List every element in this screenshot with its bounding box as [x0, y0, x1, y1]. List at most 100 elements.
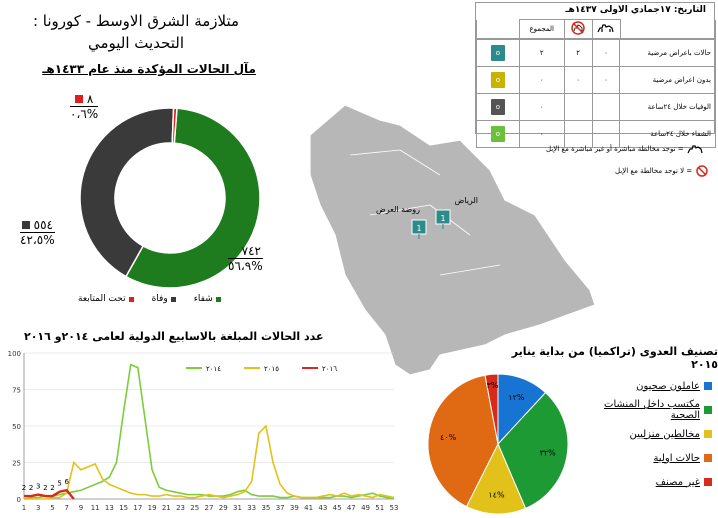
pie-legend-item: غير مصنف [572, 470, 712, 494]
legend-followup-swatch [128, 296, 134, 302]
title-line-2: التحديث اليومي [87, 34, 185, 52]
x-tick-label: 11 [91, 504, 100, 512]
death-swatch [21, 221, 30, 229]
row-total: ٠ [518, 93, 565, 121]
x-tick-label: 47 [347, 504, 356, 512]
followup-count: ٨ [86, 92, 94, 106]
x-tick-label: 27 [205, 504, 214, 512]
row-nocamel [563, 120, 593, 148]
y-tick-label: 25 [12, 460, 21, 468]
row-label: الشفاء خلال ٢٤ساعة [619, 120, 716, 148]
title-line-1: متلازمة الشرق الاوسط - كورونا : [32, 12, 240, 30]
marker-riyadh[interactable]: 1 [435, 209, 451, 229]
x-tick-label: 19 [148, 504, 157, 512]
x-tick-label: 33 [247, 504, 256, 512]
pie-chart: ١٢% ٣٢% ١٤% ٤٠% ٣% [427, 373, 569, 515]
row-label: بدون اعراض مرضية [619, 66, 716, 94]
marker-icon: o [490, 99, 505, 115]
legend-label: ٢٠١٦ [322, 365, 337, 373]
x-tick-label: 23 [176, 504, 185, 512]
legend-death-label: وفاة [151, 294, 168, 304]
pie-slice [497, 391, 569, 510]
x-tick-label: 25 [190, 504, 199, 512]
no-camel-icon [571, 21, 585, 35]
y-tick-label: 50 [12, 423, 21, 431]
death-count: ٥٥٤ [33, 218, 53, 232]
riyadh-count: 1 [440, 214, 445, 223]
x-tick-label: 43 [318, 504, 327, 512]
y-tick-label: 0 [17, 496, 21, 504]
marker-icon: o [490, 72, 505, 88]
legend-followup-label: تحت المتابعة [78, 294, 126, 304]
pie-slice [465, 442, 527, 515]
row-camel: ٠ [591, 66, 621, 94]
pie-slice-label: ١٢% [508, 393, 525, 402]
x-tick-label: 45 [333, 504, 342, 512]
pie-slice [427, 374, 499, 508]
pie-legend-label: مخالطين منزليين [629, 428, 700, 440]
pie-slice-label: ٣% [487, 381, 499, 390]
marker-rawdat[interactable]: 1 [411, 219, 427, 239]
row-nocamel: ٢ [563, 39, 593, 67]
marker-icon: o [490, 45, 505, 61]
table-row: الوفيات خلال ٢٤ساعة ٠ o [476, 93, 716, 121]
pie-legend-label: مكتسب داخل المنشات الصحية [604, 399, 701, 421]
series-line-0 [23, 363, 395, 500]
donut-segment [79, 108, 175, 278]
cases-table: المجموع [476, 19, 717, 39]
legend-followup: تحت المتابعة [78, 294, 134, 304]
pie-legend-swatch [704, 478, 712, 486]
camel-icon [687, 145, 703, 154]
table-row: الشفاء خلال ٢٤ساعة ٠ o [476, 120, 716, 148]
x-tick-label: 21 [162, 504, 171, 512]
header-total: المجموع [518, 19, 565, 39]
summary-table: التاريخ: ١٧جمادي الاولى ١٤٣٧هـ المجموع ح… [475, 2, 717, 148]
legend-nocamel: = لا توجد مخالطة مع الإبل [615, 164, 709, 178]
row-total: ٢ [518, 39, 565, 67]
x-tick-label: 51 [375, 504, 384, 512]
legend-recovery-label: شفاء [193, 294, 213, 304]
recovery-count: ٧٤٢ [241, 244, 261, 258]
x-tick-label: 5 [50, 504, 54, 512]
legend-label: ٢٠١٤ [206, 365, 221, 373]
header-camel [591, 19, 621, 39]
pie-legend-label: غير مصنف [655, 476, 700, 488]
pie-legend: عاملون صحيون مكتسب داخل المنشات الصحية مخا… [572, 374, 712, 494]
saudi-map: 1 الرياض 1 روضة العرض [309, 104, 596, 376]
series-line-2 [24, 488, 75, 500]
pie-legend-item: حالات اولية [572, 446, 712, 470]
riyadh-label: الرياض [455, 196, 478, 205]
table-header-row: المجموع [476, 19, 717, 39]
header-empty [619, 19, 717, 39]
recovery-pct: ٥٦،٩% [228, 258, 263, 273]
data-label-2016: 5 [57, 480, 61, 488]
row-nocamel [563, 93, 593, 121]
rawdat-count: 1 [416, 224, 421, 233]
marker-icon: o [490, 126, 505, 142]
pie-legend-label: حالات اولية [653, 452, 700, 464]
followup-swatch [74, 95, 83, 103]
row-camel: ٠ [591, 39, 621, 67]
rawdat-label: روضة العرض [376, 205, 420, 214]
x-tick-label: 7 [64, 504, 68, 512]
legend-camel: = توجد مخالطة مباشرة أو غير مباشرة مع ال… [546, 144, 703, 154]
row-label: حالات باعراض مرضية [619, 39, 716, 67]
x-tick-label: 13 [105, 504, 114, 512]
row-marker-icon: o [476, 66, 520, 94]
pie-legend-swatch [704, 430, 712, 438]
donut-label-death: ٥٥٤ ٤٢،٥% [20, 218, 55, 247]
y-tick-label: 100 [8, 350, 21, 358]
pie-legend-item: مخالطين منزليين [572, 422, 712, 446]
row-marker-icon: o [476, 120, 520, 148]
data-label-2016: 3 [36, 483, 40, 491]
pie-legend-item: عاملون صحيون [572, 374, 712, 398]
data-label-2016: 2 [50, 484, 54, 492]
legend-recovery-swatch [215, 296, 221, 302]
x-tick-label: 37 [276, 504, 285, 512]
x-tick-label: 3 [36, 504, 40, 512]
x-tick-label: 15 [119, 504, 128, 512]
pie-legend-label: عاملون صحيون [636, 380, 700, 392]
no-camel-icon [696, 165, 708, 177]
x-tick-label: 9 [79, 504, 83, 512]
